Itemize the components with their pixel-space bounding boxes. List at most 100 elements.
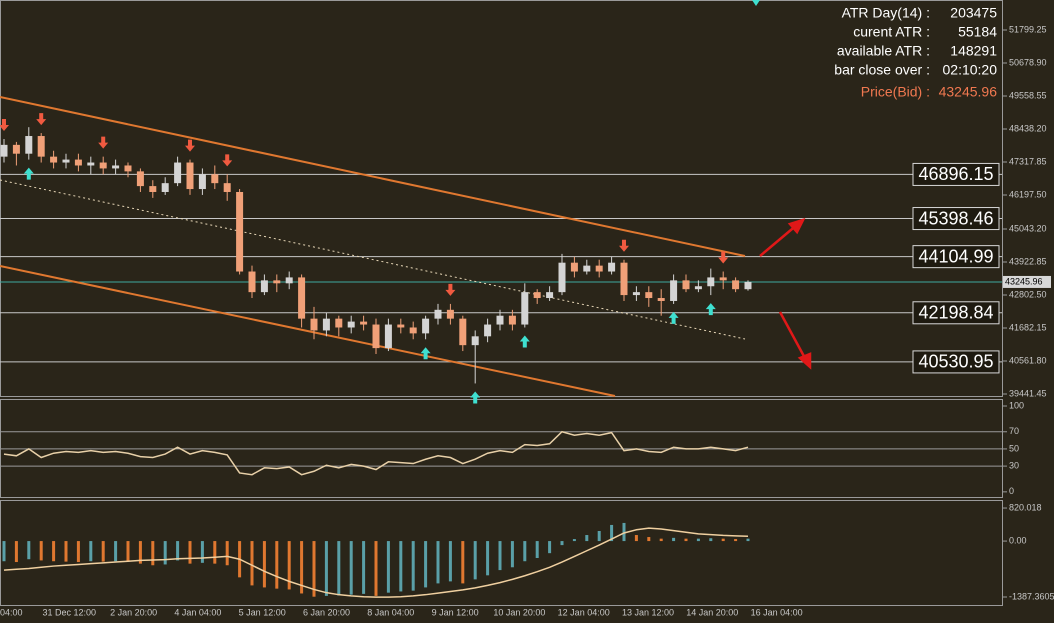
candle-body	[546, 292, 554, 299]
x-tick-label: 04:00	[0, 607, 23, 617]
macd-bar	[672, 537, 676, 542]
macd-bar	[337, 541, 341, 596]
macd-bar	[436, 541, 440, 584]
candle-body	[372, 324, 380, 349]
macd-bar	[163, 541, 167, 565]
buy-arrow	[470, 391, 481, 404]
candle-body	[87, 162, 95, 166]
buy-arrow	[420, 347, 431, 360]
macd-bar	[746, 538, 750, 542]
candle-body	[0, 144, 8, 157]
macd-bar	[39, 541, 43, 561]
macd-bar	[734, 539, 738, 542]
y-tick-label: 45043.20	[1009, 223, 1047, 233]
candle-body	[99, 162, 107, 169]
candle-body	[50, 156, 58, 163]
y-tick-label: 41682.15	[1009, 322, 1047, 332]
level-box	[912, 350, 1000, 374]
macd-bar	[510, 541, 514, 568]
candle-body	[694, 286, 702, 290]
y-tick-label: 43922.85	[1009, 256, 1047, 266]
level-box	[912, 207, 1000, 231]
macd-bar	[610, 524, 614, 542]
y-tick-label: 50678.90	[1009, 57, 1047, 67]
y-tick-label: 46197.50	[1009, 189, 1047, 199]
candle-body	[25, 136, 33, 154]
macd-bar	[64, 541, 68, 562]
sell-arrow	[185, 139, 195, 152]
macd-bar	[126, 541, 130, 562]
candle-body	[37, 136, 45, 157]
macd-bar	[300, 541, 304, 594]
macd-bar	[250, 541, 254, 586]
candle-body	[595, 265, 603, 272]
x-tick-label: 4 Jan 04:00	[174, 607, 221, 617]
candle-body	[632, 292, 640, 296]
macd-bar	[114, 541, 118, 562]
macd-bar	[684, 538, 688, 542]
macd-bar	[709, 538, 713, 542]
macd-tick-label: -1387.3605	[1009, 591, 1054, 601]
candle-body	[322, 318, 330, 331]
macd-bar	[76, 541, 80, 563]
rsi-line	[3, 430, 749, 476]
candle-body	[384, 324, 392, 349]
macd-bar	[473, 541, 477, 580]
x-tick-label: 13 Jan 12:00	[622, 607, 674, 617]
macd-bar	[585, 535, 589, 542]
buy-arrow	[705, 303, 716, 316]
x-tick-label: 9 Jan 12:00	[432, 607, 479, 617]
macd-bar	[548, 541, 552, 554]
candle-body	[719, 277, 727, 281]
arrow-head	[787, 217, 806, 235]
macd-bar	[572, 539, 576, 542]
x-tick-label: 16 Jan 04:00	[751, 607, 803, 617]
macd-bar	[188, 541, 192, 564]
candle-body	[223, 183, 231, 192]
candle-body	[521, 292, 529, 325]
candle-body	[161, 183, 169, 192]
candle-body	[136, 171, 144, 187]
candle-body	[422, 318, 430, 334]
x-tick-label: 5 Jan 12:00	[239, 607, 286, 617]
buy-arrow	[519, 335, 530, 348]
macd-bar	[52, 541, 56, 562]
macd-bar	[535, 541, 539, 559]
price-value: 43245.96	[939, 84, 998, 100]
y-tick-label: 39441.45	[1009, 388, 1047, 398]
info-label: bar close over :	[834, 62, 930, 78]
macd-bar	[696, 538, 700, 542]
marker	[752, 0, 760, 6]
macd-tick-label: 820.018	[1009, 502, 1042, 512]
info-label: ATR Day(14) :	[842, 5, 930, 21]
candle-body	[236, 191, 244, 272]
macd-bar	[14, 541, 18, 563]
level-box	[912, 301, 1000, 325]
sell-arrow	[0, 118, 9, 131]
macd-bar	[424, 541, 428, 588]
macd-bar	[386, 541, 390, 593]
candle-body	[744, 281, 752, 290]
info-value: 203475	[950, 5, 997, 21]
y-tick-label: 49558.55	[1009, 90, 1047, 100]
macd-bar	[287, 541, 291, 590]
channel-upper	[0, 96, 746, 257]
macd-signal	[3, 527, 749, 598]
info-value: 02:10:20	[943, 62, 998, 78]
rsi-tick-label: 0	[1009, 486, 1014, 496]
candle-body	[471, 336, 479, 346]
candle-body	[434, 309, 442, 319]
macd-bar	[461, 541, 465, 584]
candle-body	[620, 262, 628, 296]
candle-body	[459, 318, 467, 346]
macd-bar	[411, 541, 415, 591]
arrow-up	[759, 223, 799, 257]
candle-body	[657, 298, 665, 301]
candle-body	[707, 277, 715, 287]
candle-body	[409, 327, 417, 334]
x-tick-label: 12 Jan 04:00	[558, 607, 610, 617]
buy-arrow	[23, 167, 34, 180]
macd-bar	[101, 541, 105, 562]
candle-body	[211, 174, 219, 184]
